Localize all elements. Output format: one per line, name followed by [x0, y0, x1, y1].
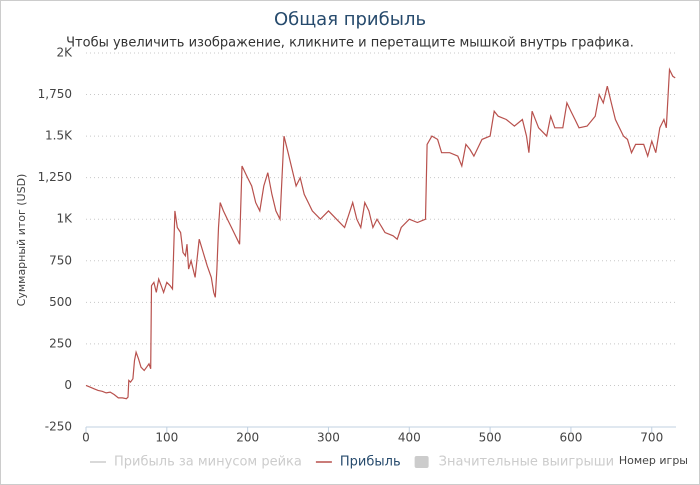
- x-tick-label: 0: [82, 431, 90, 445]
- y-tick-label: 0: [64, 378, 72, 392]
- x-tick-label: 100: [155, 431, 178, 445]
- x-tick-label: 500: [479, 431, 502, 445]
- series-line: [85, 67, 676, 400]
- x-axis-title: Номер игры: [619, 454, 688, 467]
- x-tick-label: 200: [236, 431, 259, 445]
- y-tick-label: 1.5K: [45, 129, 73, 143]
- y-axis-title: Суммарный итог (USD): [15, 174, 28, 307]
- legend-label[interactable]: Значительные выигрыши: [439, 455, 614, 470]
- y-tick-label: 1K: [56, 212, 73, 226]
- legend-label[interactable]: Прибыль: [340, 455, 401, 470]
- chart-title: Общая прибыль: [274, 9, 426, 30]
- y-tick-label: 250: [49, 336, 72, 350]
- x-tick-label: 300: [317, 431, 340, 445]
- x-tick-label: 700: [640, 431, 663, 445]
- x-tick-label: 600: [559, 431, 582, 445]
- y-tick-label: 2K: [56, 46, 73, 60]
- x-tick-label: 400: [398, 431, 421, 445]
- chart-subtitle: Чтобы увеличить изображение, кликните и …: [66, 36, 634, 51]
- y-tick-label: -250: [45, 420, 72, 434]
- y-tick-label: 750: [49, 253, 72, 267]
- y-tick-label: 500: [49, 295, 72, 309]
- legend-symbol: [414, 456, 429, 468]
- y-tick-label: 1,750: [38, 87, 72, 101]
- legend-label[interactable]: Прибыль за минусом рейка: [114, 455, 302, 470]
- y-tick-label: 1,250: [38, 170, 72, 184]
